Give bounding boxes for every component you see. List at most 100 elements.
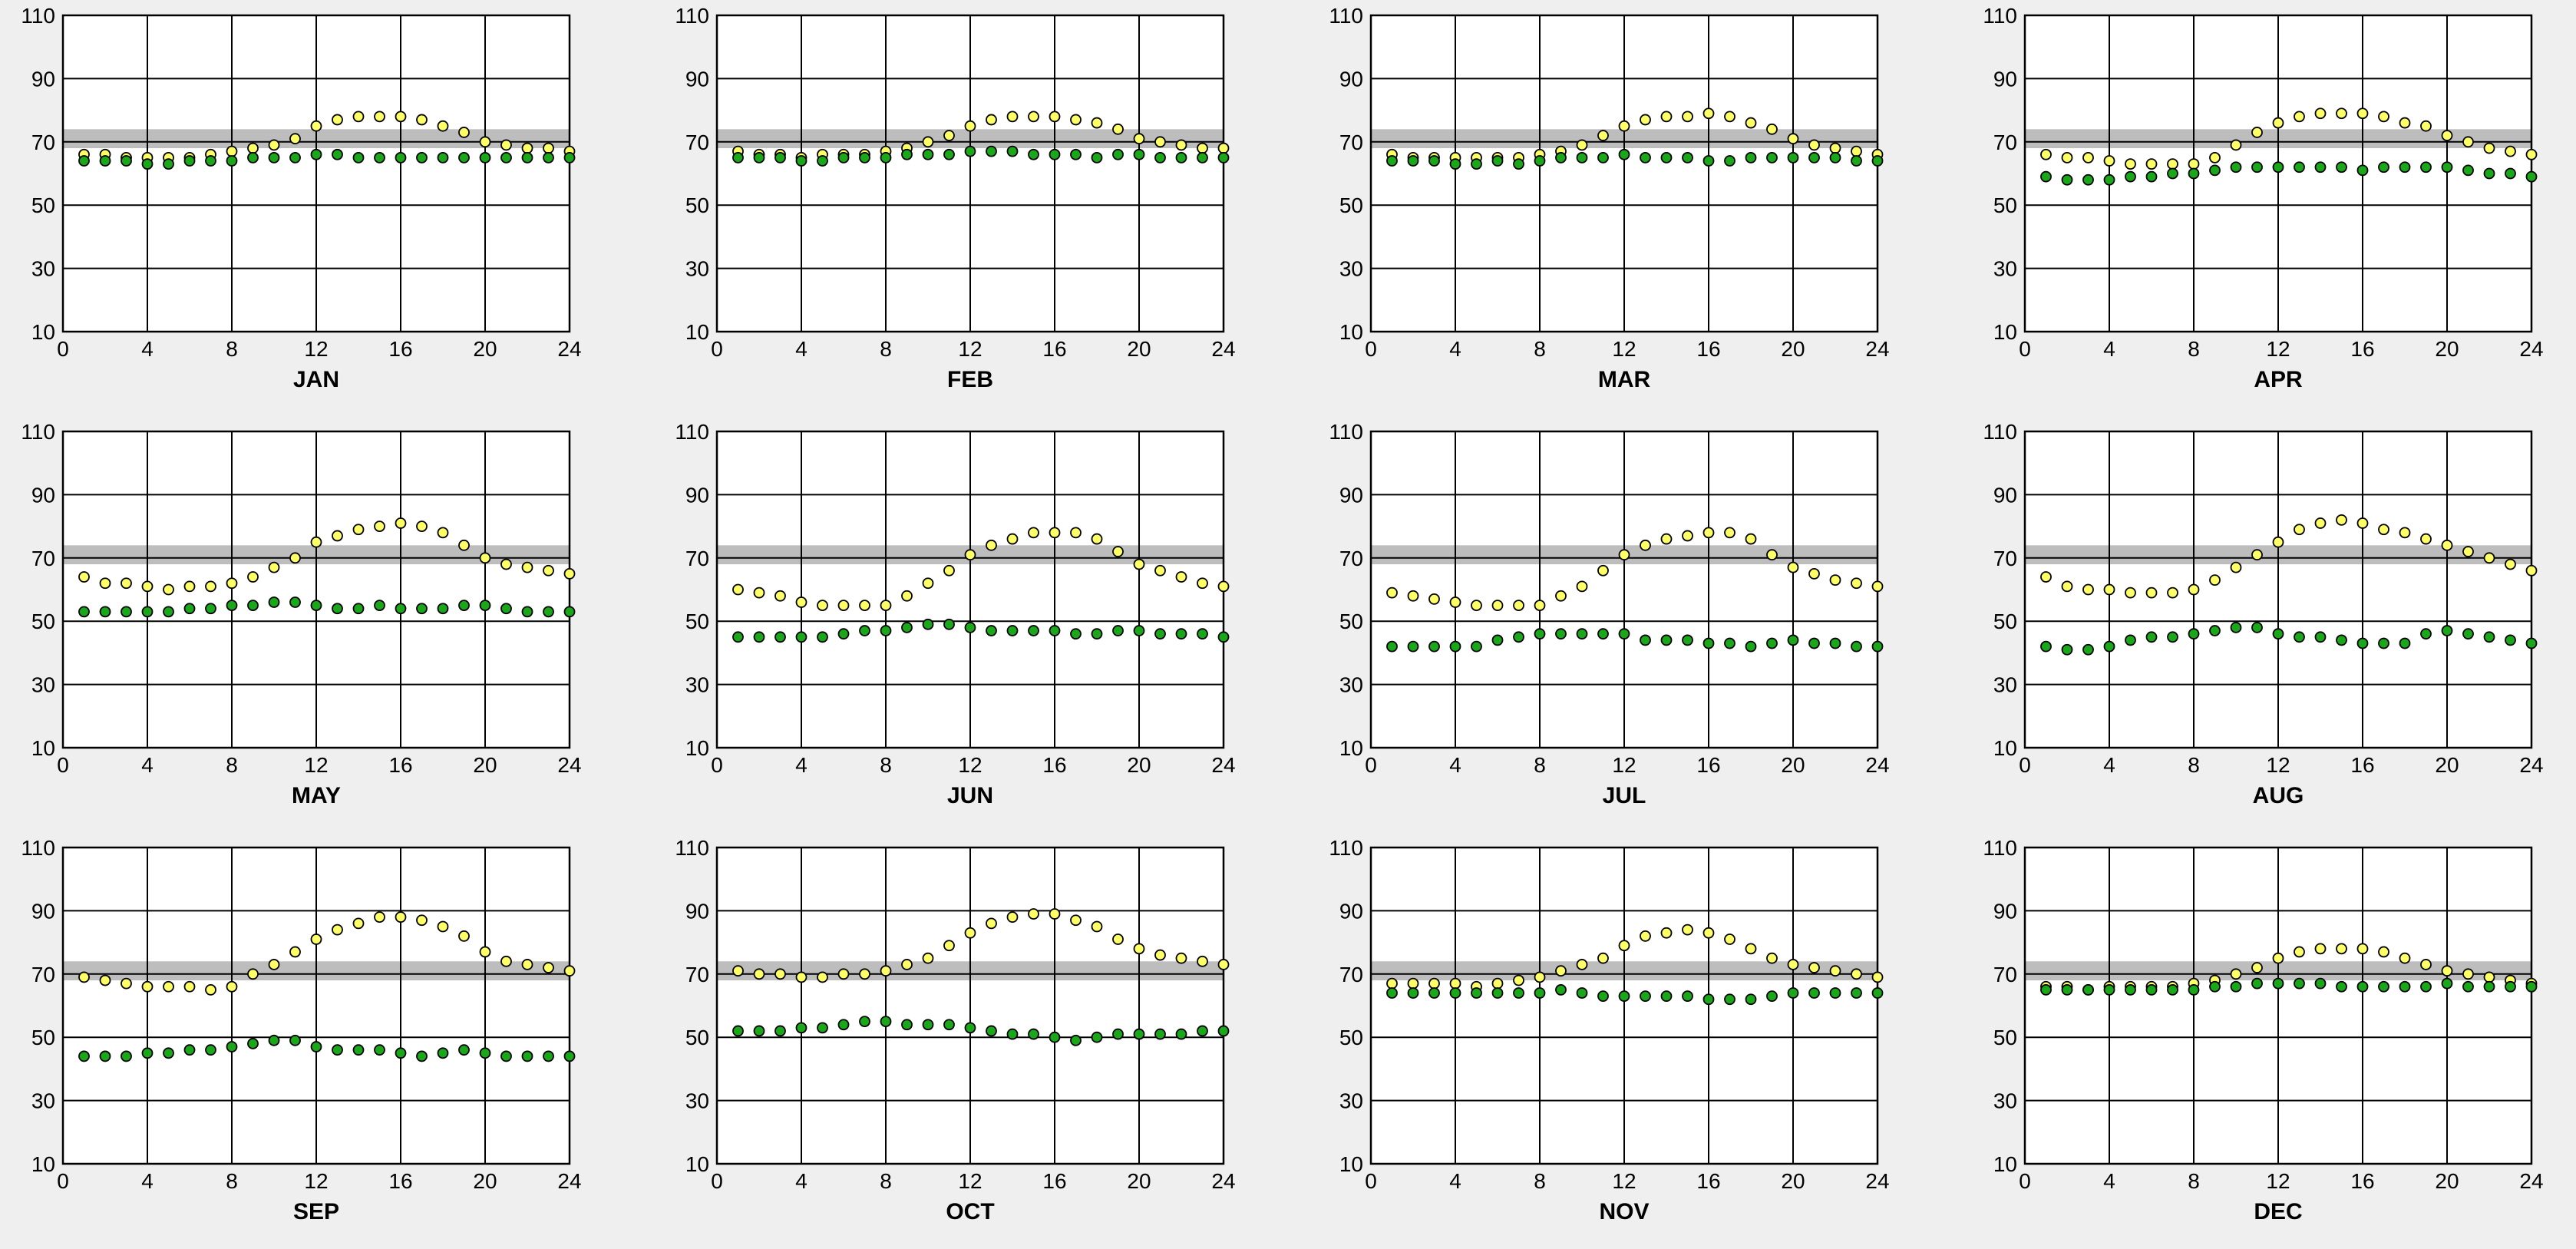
temperature-point [416, 914, 428, 927]
dewpoint-point [1808, 637, 1820, 649]
temperature-point [2230, 139, 2242, 151]
dewpoint-point [395, 151, 407, 164]
dewpoint-point [1682, 151, 1693, 164]
x-tick-label: 8 [2188, 1169, 2200, 1193]
dewpoint-point [1724, 155, 1735, 167]
temperature-point [1197, 577, 1208, 590]
y-tick-label: 50 [1993, 193, 2017, 217]
temperature-point [183, 980, 196, 993]
y-tick-label: 10 [31, 736, 55, 760]
dewpoint-point [1555, 984, 1567, 996]
x-tick-label: 4 [141, 1169, 154, 1193]
temperature-point [2251, 549, 2263, 561]
x-tick-label: 16 [1696, 753, 1720, 777]
dewpoint-point [2525, 980, 2538, 993]
dewpoint-point [753, 1025, 765, 1037]
y-tick-label: 90 [31, 899, 55, 923]
temperature-point [1787, 561, 1799, 573]
dewpoint-point [2145, 170, 2158, 183]
dewpoint-point [943, 1019, 955, 1031]
x-tick-label: 20 [1127, 337, 1151, 361]
month-label: APR [2254, 367, 2303, 392]
temperature-point [78, 571, 90, 583]
plot-frame [61, 846, 571, 1165]
x-tick-label: 16 [1042, 337, 1066, 361]
x-tick-label: 12 [304, 337, 328, 361]
dewpoint-point [268, 151, 280, 164]
dewpoint-point [1682, 990, 1693, 1003]
dewpoint-point [795, 631, 807, 643]
temperature-point [99, 974, 111, 986]
x-tick-label: 24 [1865, 337, 1889, 361]
y-tick-label: 10 [1339, 736, 1363, 760]
dewpoint-point [837, 628, 850, 640]
dewpoint-point [880, 625, 892, 636]
dewpoint-point [1386, 987, 1398, 999]
dewpoint-point [1787, 987, 1799, 999]
temperature-point [543, 142, 554, 154]
x-tick-label: 20 [473, 1169, 497, 1193]
temperature-point [1724, 933, 1735, 945]
y-tick-label: 90 [31, 483, 55, 507]
dewpoint-point [964, 145, 976, 157]
plot-frame [61, 430, 571, 749]
dewpoint-point [332, 148, 343, 160]
dewpoint-point [2356, 980, 2369, 993]
temperature-point [2483, 142, 2495, 154]
x-tick-label: 16 [388, 1169, 412, 1193]
month-label: NOV [1599, 1199, 1649, 1224]
y-tick-label: 30 [31, 1089, 55, 1113]
dewpoint-point [163, 1047, 174, 1059]
y-tick-label: 110 [1983, 4, 2017, 28]
dewpoint-point [352, 151, 365, 164]
temperature-point [310, 933, 322, 945]
dewpoint-point [837, 1019, 850, 1031]
x-tick-label: 8 [880, 1169, 892, 1193]
temperature-point [2356, 517, 2369, 529]
dewpoint-point [310, 148, 322, 160]
temperature-point [1091, 117, 1103, 129]
month-label: JUL [1603, 783, 1646, 808]
y-tick-label: 70 [685, 131, 709, 154]
y-tick-label: 50 [31, 1026, 55, 1049]
y-tick-label: 30 [31, 257, 55, 281]
dewpoint-point [1407, 987, 1419, 999]
dewpoint-point [268, 1034, 280, 1046]
temperature-point [2125, 587, 2136, 599]
temperature-point [1745, 117, 1757, 129]
dewpoint-point [753, 151, 765, 164]
dewpoint-point [2399, 637, 2411, 649]
y-tick-label: 30 [685, 1089, 709, 1113]
dewpoint-point [2336, 634, 2347, 646]
dewpoint-point [1660, 634, 1673, 646]
y-tick-label: 110 [21, 836, 55, 860]
dewpoint-point [1766, 637, 1778, 649]
dewpoint-point [563, 1050, 576, 1062]
dewpoint-point [2230, 161, 2242, 173]
y-tick-label: 70 [1339, 547, 1363, 570]
temperature-point [2314, 107, 2327, 120]
plot-frame [2023, 430, 2533, 749]
dewpoint-point [2420, 161, 2432, 173]
dewpoint-point [2525, 637, 2538, 649]
y-tick-label: 90 [1339, 483, 1363, 507]
dewpoint-point [1471, 158, 1482, 170]
temperature-point [2420, 959, 2432, 970]
dewpoint-point [1724, 993, 1735, 1006]
temperature-point [943, 940, 955, 952]
dewpoint-point [1070, 628, 1082, 640]
temperature-point [289, 946, 301, 958]
temperature-point [1006, 911, 1019, 924]
temperature-point [1407, 977, 1419, 990]
month-label: FEB [947, 367, 993, 392]
dewpoint-point [795, 1022, 807, 1034]
dewpoint-point [500, 151, 512, 164]
dewpoint-point [458, 1044, 470, 1056]
dewpoint-point [2272, 628, 2284, 640]
dewpoint-point [458, 151, 470, 164]
chart-panel-mar: 10 30 50 70 90 110 0 4 8 12 16 20 24 MAR [1329, 4, 1889, 392]
x-tick-label: 20 [1127, 1169, 1151, 1193]
temperature-point [1618, 940, 1630, 952]
dewpoint-point [543, 606, 554, 618]
y-tick-label: 30 [31, 673, 55, 697]
